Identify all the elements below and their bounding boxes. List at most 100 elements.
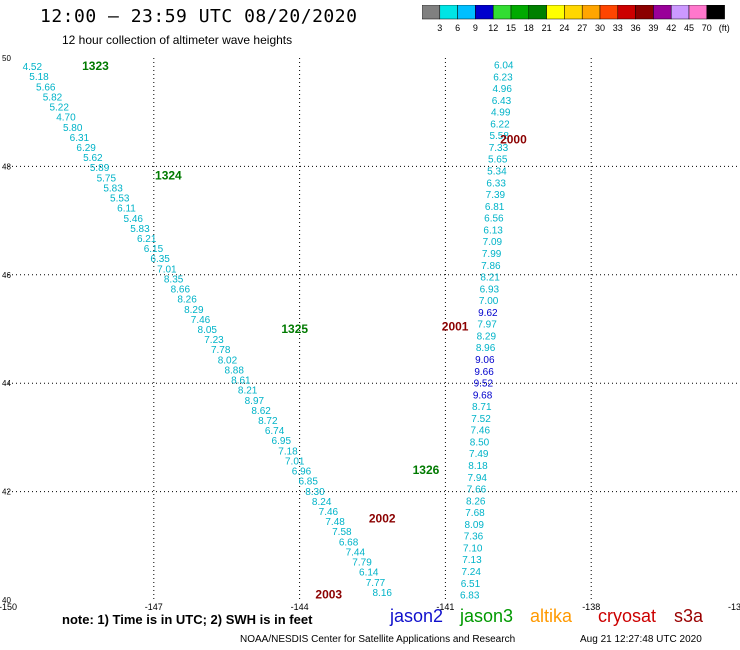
wave-height-value: 7.36 (464, 532, 484, 543)
wave-height-value: 4.70 (56, 113, 76, 124)
color-scale-label: 18 (524, 23, 534, 33)
wave-height-value: 7.10 (463, 543, 483, 554)
wave-height-value: 7.66 (467, 485, 487, 496)
wave-height-value: 6.74 (265, 426, 285, 437)
credit-text: NOAA/NESDIS Center for Satellite Applica… (240, 634, 516, 645)
legend-item-s3a: s3a (674, 606, 704, 626)
color-scale-label: 30 (595, 23, 605, 33)
wave-height-value: 5.83 (130, 224, 150, 235)
color-scale: 3 6 9 12 15 18 21 24 27 30 33 36 39 42 45 70 (ft) (422, 5, 730, 33)
wave-height-value: 5.65 (488, 155, 508, 166)
color-scale-label: 36 (631, 23, 641, 33)
wave-height-value: 6.04 (494, 61, 514, 72)
lat-tick-label: 40 (2, 596, 11, 605)
wave-height-value: 9.52 (474, 379, 494, 390)
wave-height-value: 7.13 (462, 555, 482, 566)
wave-height-value: 8.21 (238, 386, 258, 397)
lat-tick-label: 44 (2, 379, 11, 388)
wave-height-value: 6.14 (359, 568, 379, 579)
color-scale-label: 42 (666, 23, 676, 33)
wave-height-value: 5.53 (110, 194, 130, 205)
lon-tick-label: -147 (145, 602, 163, 612)
wave-height-value: 9.06 (475, 355, 495, 366)
wave-height-value: 8.71 (472, 402, 492, 413)
wave-height-value: 6.93 (480, 284, 500, 295)
wave-height-value: 5.18 (29, 72, 49, 83)
pass-time-label: 2003 (315, 588, 342, 602)
color-scale-label: 70 (702, 23, 712, 33)
lon-tick-label: -141 (436, 602, 454, 612)
wave-height-value: 7.44 (346, 547, 366, 558)
wave-height-value: 8.05 (198, 325, 218, 336)
wave-height-value: 7.33 (489, 143, 509, 154)
wave-height-value: 8.18 (468, 461, 488, 472)
wave-height-value: 8.50 (470, 437, 490, 448)
page-subtitle: 12 hour collection of altimeter wave hei… (62, 33, 293, 47)
wave-height-value: 7.00 (479, 296, 499, 307)
wave-height-value: 8.30 (305, 487, 325, 498)
wave-height-value: 6.35 (150, 254, 170, 265)
pass-time-label: 1325 (281, 322, 308, 336)
wave-height-value: 8.24 (312, 497, 332, 508)
color-scale-label: 24 (559, 23, 569, 33)
wave-height-value: 7.52 (471, 414, 491, 425)
wave-height-value: 6.11 (117, 204, 136, 215)
pass-time-label: 2001 (442, 319, 469, 333)
wave-height-value: 5.34 (487, 167, 507, 178)
color-scale-label: 15 (506, 23, 516, 33)
wave-height-value: 5.62 (83, 153, 103, 164)
wave-height-value: 8.35 (164, 274, 184, 285)
legend-item-altika: altika (530, 606, 573, 626)
color-scale-swatch (706, 5, 725, 20)
wave-height-value: 7.24 (461, 567, 481, 578)
lon-tick-label: -150 (0, 602, 17, 612)
wave-height-value: 8.66 (171, 285, 191, 296)
wave-height-value: 8.09 (465, 520, 485, 531)
wave-height-value: 5.66 (36, 82, 56, 93)
lat-tick-label: 42 (2, 488, 11, 497)
lat-tick-label: 46 (2, 271, 11, 280)
wave-height-value: 6.29 (76, 143, 96, 154)
wave-height-value: 4.52 (23, 62, 43, 73)
wave-height-value: 6.85 (298, 477, 318, 488)
wave-height-value: 6.33 (486, 178, 506, 189)
color-scale-label: 21 (542, 23, 552, 33)
wave-height-value: 8.21 (480, 273, 500, 284)
wave-height-value: 8.29 (184, 305, 204, 316)
wave-height-value: 6.21 (137, 234, 157, 245)
wave-height-value: 6.68 (339, 537, 359, 548)
wave-height-value: 6.56 (484, 214, 504, 225)
wave-height-value: 5.46 (124, 214, 144, 225)
wave-height-value: 7.39 (486, 190, 506, 201)
wave-height-value: 8.72 (258, 416, 278, 427)
timestamp-text: Aug 21 12:27:48 UTC 2020 (580, 634, 702, 645)
pass-time-label: 1324 (155, 169, 182, 183)
wave-height-value: 8.61 (231, 376, 251, 387)
wave-height-value: 6.13 (483, 225, 503, 236)
wave-height-value: 7.46 (471, 426, 491, 437)
wave-height-value: 7.46 (191, 315, 211, 326)
wave-height-value: 8.88 (224, 365, 244, 376)
legend-item-cryosat: cryosat (598, 606, 657, 626)
wave-height-value: 8.62 (251, 406, 271, 417)
wave-height-value: 6.51 (461, 579, 481, 590)
wave-height-value: 8.29 (477, 331, 497, 342)
wave-height-value: 7.01 (157, 264, 177, 275)
wave-height-value: 8.02 (218, 355, 238, 366)
color-scale-label: 3 (437, 23, 442, 33)
color-scale-label: 27 (577, 23, 587, 33)
wave-height-value: 9.68 (473, 390, 493, 401)
color-scale-label: 9 (473, 23, 478, 33)
wave-height-value: 7.94 (468, 473, 488, 484)
wave-height-value: 7.97 (477, 320, 497, 331)
wave-height-value: 6.83 (460, 591, 480, 602)
wave-height-value: 7.99 (482, 249, 502, 260)
lat-tick-label: 48 (2, 162, 11, 171)
wave-height-value: 7.23 (204, 335, 224, 346)
wave-height-value: 7.09 (483, 237, 503, 248)
wave-height-value: 7.78 (211, 345, 231, 356)
pass-time-label: 1323 (82, 59, 109, 73)
lon-tick-label: -144 (291, 602, 309, 612)
wave-height-value: 6.95 (272, 436, 292, 447)
